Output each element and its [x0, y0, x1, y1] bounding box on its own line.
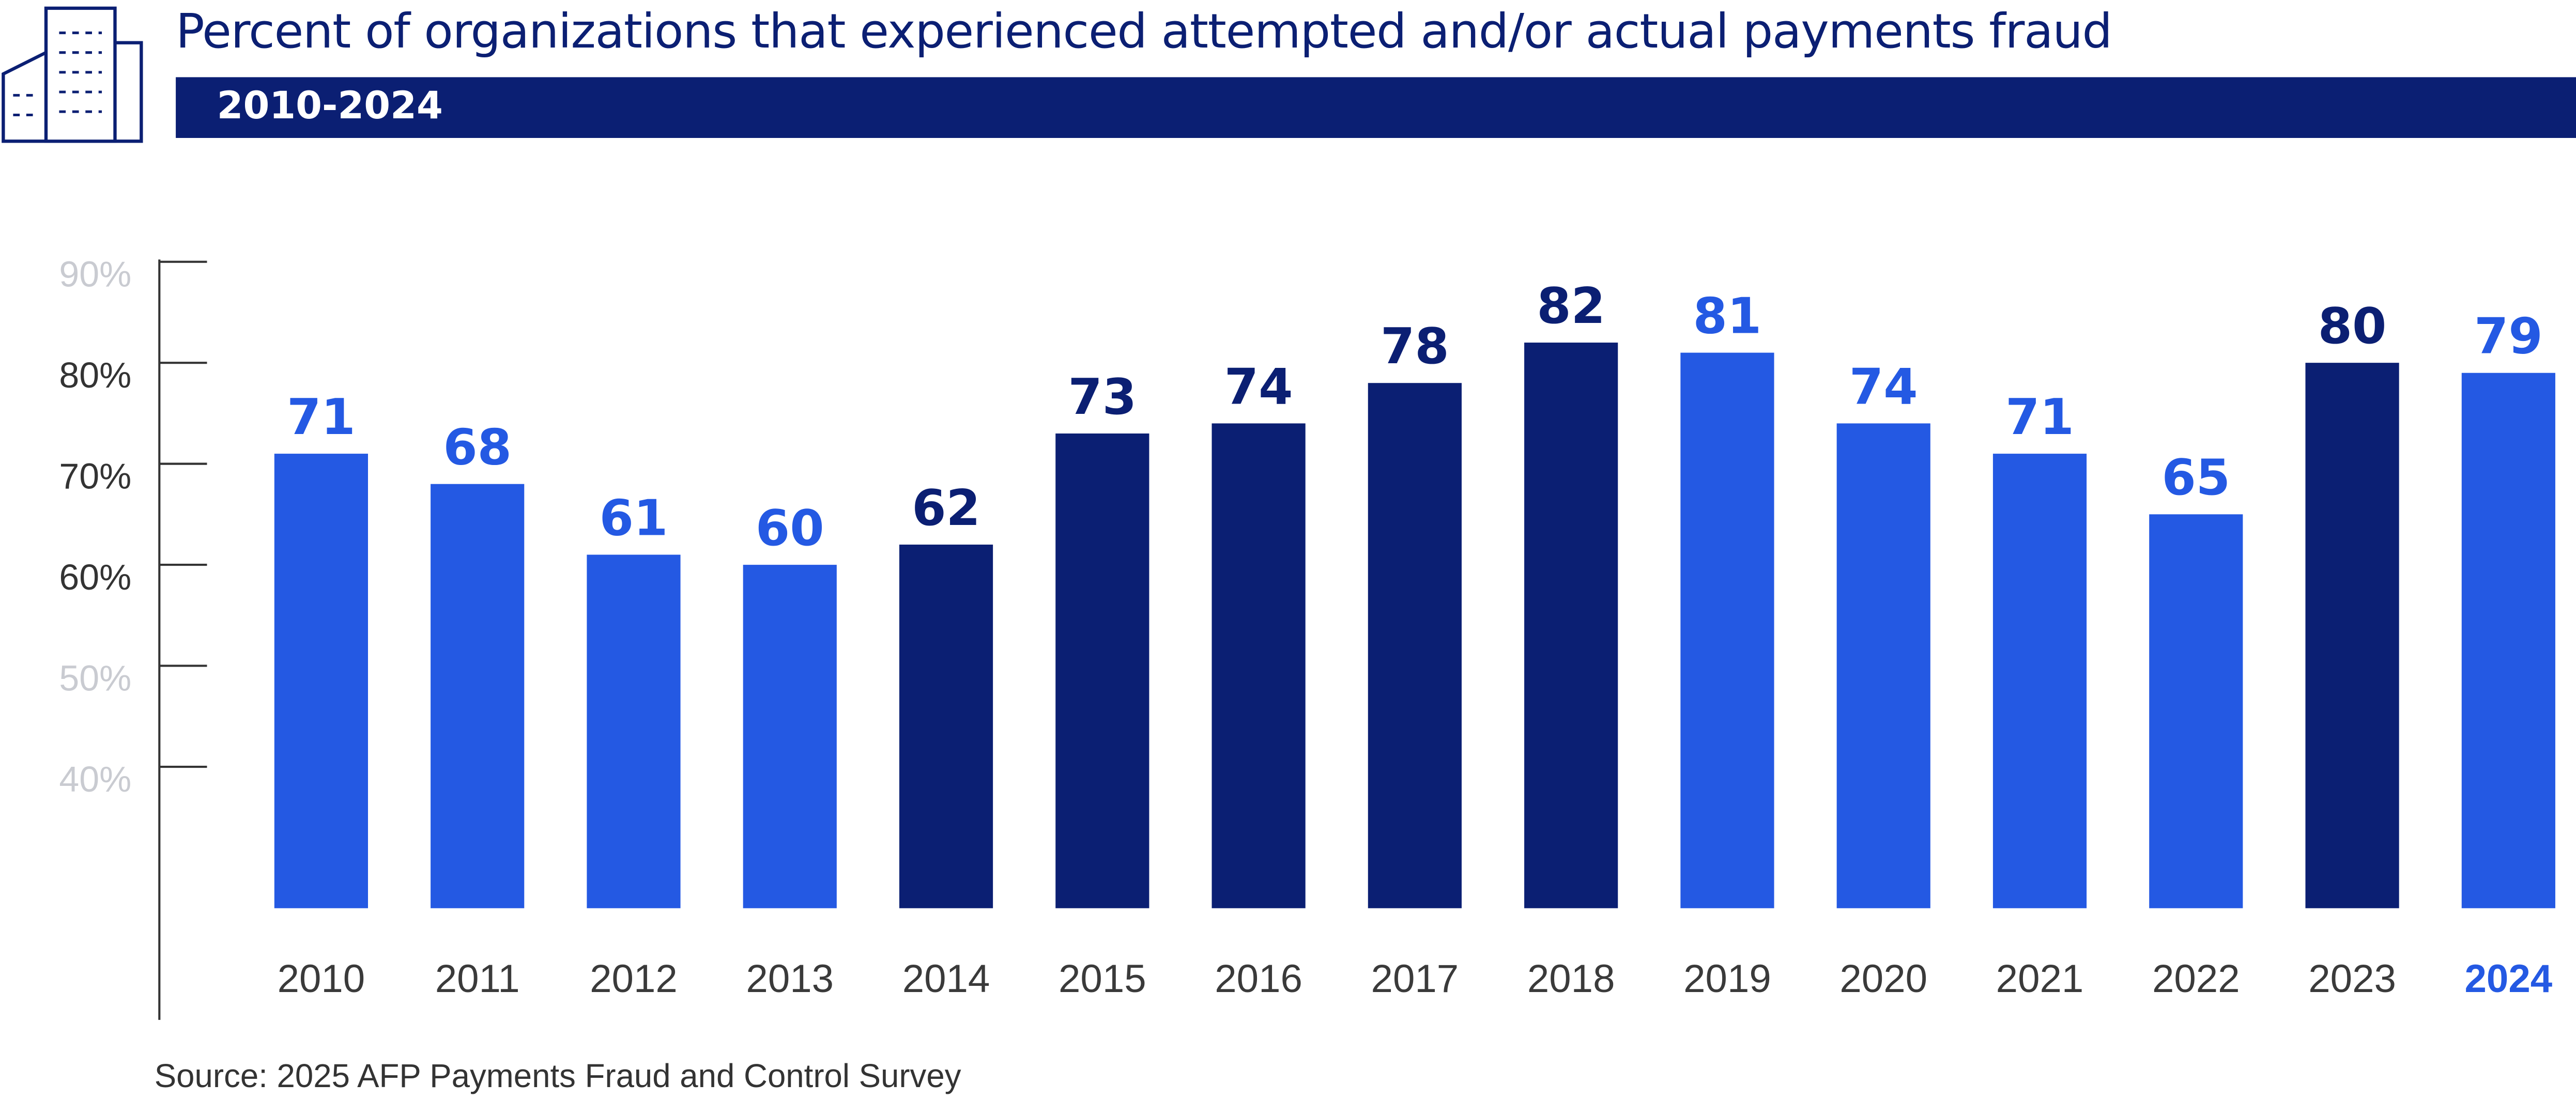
- data-label-2020: 74: [1849, 358, 1918, 415]
- x-tick-label-2022: 2022: [2152, 957, 2240, 1001]
- bar-2020: [1836, 423, 1930, 908]
- source-note: Source: 2025 AFP Payments Fraud and Cont…: [154, 1059, 961, 1096]
- data-label-2024: 79: [2474, 308, 2543, 365]
- y-tick-label: 40%: [59, 759, 131, 799]
- bar-2014: [899, 545, 993, 908]
- bar-2012: [587, 554, 681, 908]
- x-tick-label-2019: 2019: [1683, 957, 1771, 1001]
- x-tick-label-2011: 2011: [435, 957, 520, 1001]
- x-tick-label-2013: 2013: [746, 957, 834, 1001]
- chart-title: Percent of organizations that experience…: [176, 3, 2112, 59]
- bar-2022: [2149, 514, 2243, 908]
- y-tick-label: 80%: [59, 355, 131, 395]
- data-label-2019: 81: [1693, 287, 1762, 345]
- bar-2024: [2461, 373, 2555, 908]
- x-tick-label-2015: 2015: [1059, 957, 1146, 1001]
- x-tick-label-2010: 2010: [278, 957, 365, 1001]
- bar-2011: [431, 484, 525, 908]
- data-label-2022: 65: [2161, 449, 2230, 506]
- x-tick-label-2024: 2024: [2465, 957, 2553, 1001]
- chart-subtitle: 2010-2024: [217, 85, 443, 128]
- bar-2016: [1212, 423, 1306, 908]
- building-icon: [2, 6, 143, 143]
- bar-2010: [274, 454, 368, 908]
- data-label-2013: 60: [756, 500, 824, 557]
- x-tick-label-2016: 2016: [1215, 957, 1302, 1001]
- data-label-2011: 68: [443, 419, 512, 476]
- bars: [274, 343, 2555, 908]
- bar-2015: [1055, 433, 1149, 908]
- x-tick-label-2012: 2012: [590, 957, 678, 1001]
- x-tick-label-2017: 2017: [1371, 957, 1459, 1001]
- data-label-2017: 78: [1381, 318, 1449, 375]
- data-label-2016: 74: [1224, 358, 1293, 415]
- y-tick-label: 50%: [59, 658, 131, 698]
- data-label-2018: 82: [1537, 277, 1605, 335]
- x-tick-label-2018: 2018: [1527, 957, 1615, 1001]
- x-tick-label-2021: 2021: [1996, 957, 2084, 1001]
- subtitle-band: 2010-2024: [176, 77, 2576, 138]
- bar-2019: [1680, 352, 1774, 908]
- bar-2018: [1524, 343, 1618, 908]
- y-tick-label: 60%: [59, 557, 131, 597]
- x-tick-label-2020: 2020: [1839, 957, 1927, 1001]
- x-axis-ticks: 2010 2011 2012 2013 2014 2015 2016 2017 2018 2019…: [278, 957, 2553, 1001]
- bar-2017: [1368, 383, 1462, 908]
- data-label-2014: 62: [912, 479, 980, 537]
- bar-2023: [2305, 363, 2399, 908]
- y-axis-ticks: 90% 80% 70% 60% 50% 40%: [59, 254, 207, 799]
- x-tick-label-2014: 2014: [902, 957, 990, 1001]
- data-label-2012: 61: [600, 489, 668, 547]
- data-labels: 71 68 61 60 62 73 74 78 82 81 74 71 65 80 79: [287, 277, 2543, 557]
- y-tick-label: 90%: [59, 254, 131, 294]
- x-tick-label-2023: 2023: [2308, 957, 2396, 1001]
- bar-2021: [1992, 454, 2087, 908]
- data-label-2023: 80: [2318, 298, 2387, 355]
- data-label-2015: 73: [1068, 368, 1137, 426]
- bar-2013: [743, 565, 837, 908]
- data-label-2010: 71: [287, 389, 356, 446]
- data-label-2021: 71: [2005, 389, 2074, 446]
- y-tick-label: 70%: [59, 456, 131, 496]
